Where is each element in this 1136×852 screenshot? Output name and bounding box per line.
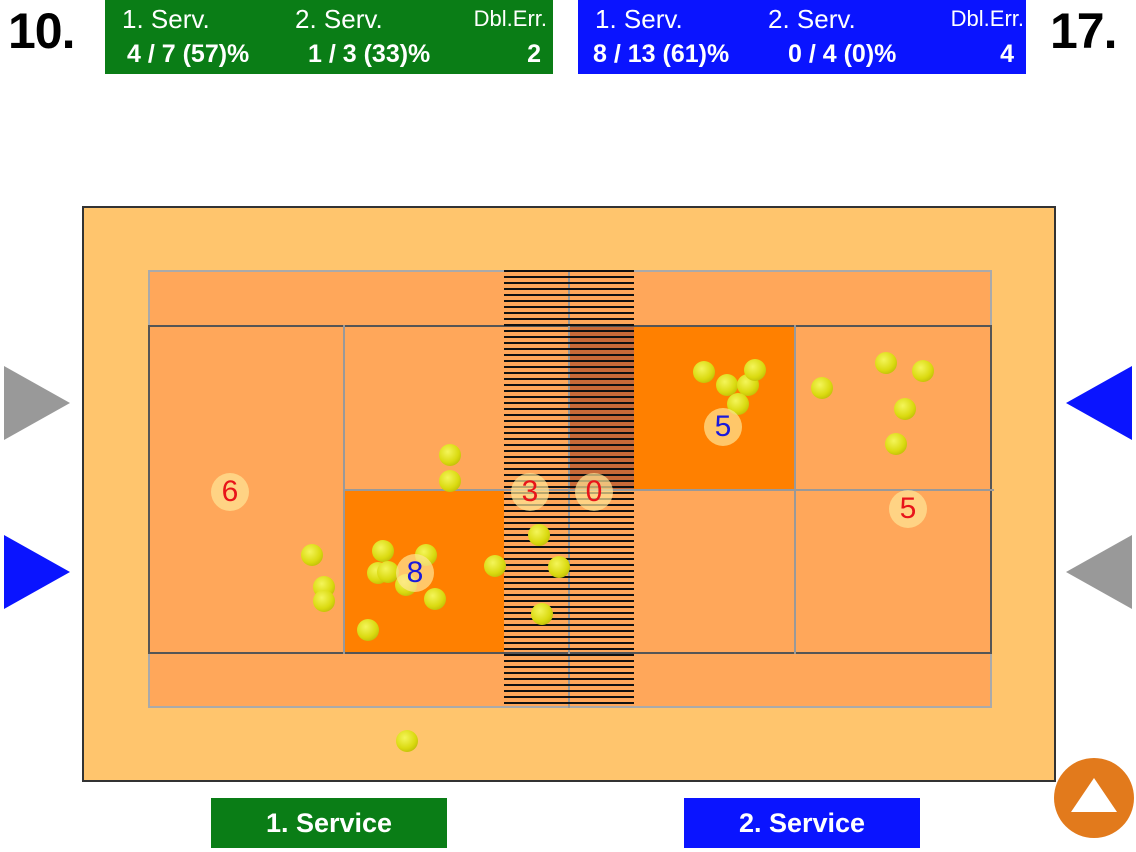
ball-marker	[372, 540, 394, 562]
ball-marker	[693, 361, 715, 383]
ball-marker	[875, 352, 897, 374]
first-serve-value: 8 / 13 (61)%	[593, 40, 730, 68]
first-service-button[interactable]: 1. Service	[211, 798, 447, 848]
ball-marker	[301, 544, 323, 566]
right-lower-arrow-icon[interactable]	[1066, 535, 1132, 609]
ball-marker	[439, 444, 461, 466]
first-serve-label: 1. Serv.	[595, 4, 683, 34]
ball-marker	[894, 398, 916, 420]
double-fault-label: Dbl.Err.	[950, 6, 1024, 31]
ball-marker	[912, 360, 934, 382]
zone-count: 5	[704, 408, 742, 446]
ball-marker	[313, 590, 335, 612]
left-player-rank: 10.	[8, 3, 76, 59]
triangle-up-icon	[1071, 778, 1117, 812]
ball-marker	[528, 524, 550, 546]
double-fault-value: 4	[1000, 40, 1014, 68]
left-upper-arrow-icon[interactable]	[4, 366, 70, 440]
first-serve-label: 1. Serv.	[122, 4, 210, 34]
zone-count: 3	[511, 473, 549, 511]
left-player-serve-stats: 1. Serv. 2. Serv. Dbl.Err. 4 / 7 (57)% 1…	[105, 0, 553, 74]
ball-marker	[396, 730, 418, 752]
second-serve-value: 0 / 4 (0)%	[788, 40, 897, 68]
ball-marker	[439, 470, 461, 492]
baseline	[148, 325, 150, 654]
tennis-court: 6 8 3 0 5 5	[82, 206, 1056, 782]
center-service-line	[343, 489, 994, 491]
right-upper-arrow-icon[interactable]	[1066, 366, 1132, 440]
second-service-button[interactable]: 2. Service	[684, 798, 920, 848]
ball-marker	[885, 433, 907, 455]
double-fault-label: Dbl.Err.	[473, 6, 547, 31]
second-serve-label: 2. Serv.	[295, 4, 383, 34]
ball-marker	[811, 377, 833, 399]
second-serve-label: 2. Serv.	[768, 4, 856, 34]
ball-marker	[424, 588, 446, 610]
ball-marker	[744, 359, 766, 381]
ball-marker	[531, 603, 553, 625]
ball-marker	[716, 374, 738, 396]
ball-marker	[357, 619, 379, 641]
first-serve-value: 4 / 7 (57)%	[127, 40, 250, 68]
zone-count: 6	[211, 473, 249, 511]
zone-count: 8	[396, 554, 434, 592]
zone-count: 0	[575, 473, 613, 511]
ball-marker	[377, 561, 399, 583]
right-player-serve-stats: 1. Serv. 2. Serv. Dbl.Err. 8 / 13 (61)% …	[578, 0, 1026, 74]
ball-marker	[548, 556, 570, 578]
ball-marker	[727, 393, 749, 415]
zone-count: 5	[889, 490, 927, 528]
second-serve-value: 1 / 3 (33)%	[308, 40, 431, 68]
scroll-up-button[interactable]	[1054, 758, 1134, 838]
ball-marker	[484, 555, 506, 577]
double-fault-value: 2	[527, 40, 541, 68]
left-lower-arrow-icon[interactable]	[4, 535, 70, 609]
right-player-rank: 17.	[1050, 3, 1118, 59]
right-service-box-highlight[interactable]	[634, 326, 794, 490]
